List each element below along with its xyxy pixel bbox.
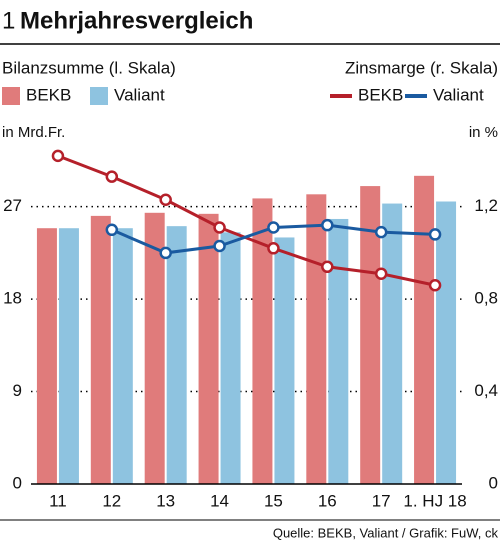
legend-title: Zinsmarge (r. Skala)	[345, 58, 498, 77]
bar	[360, 186, 381, 484]
y-tick-label: 27	[3, 196, 22, 215]
y-tick-label: 18	[3, 289, 22, 308]
line-point	[105, 223, 119, 237]
line-point	[374, 225, 388, 239]
bar	[90, 215, 111, 484]
x-tick-label: 15	[264, 491, 283, 510]
x-tick-label: 1. HJ 18	[403, 491, 466, 510]
x-tick-label: 12	[102, 491, 121, 510]
line-point	[321, 218, 334, 232]
bar	[36, 228, 57, 484]
bar	[144, 212, 165, 485]
bar	[112, 228, 133, 484]
legend-label: Valiant	[114, 85, 165, 104]
line-point	[213, 221, 226, 234]
line-point	[105, 170, 119, 183]
y2-tick-label: 0	[489, 473, 498, 492]
line-point	[321, 260, 334, 274]
bar	[306, 194, 327, 485]
line-point	[428, 279, 442, 292]
line-point	[51, 149, 65, 163]
legend-swatch	[2, 87, 20, 105]
y-tick-label: 0	[13, 473, 22, 492]
legend-label: BEKB	[358, 85, 403, 104]
source: Quelle: BEKB, Valiant / Grafik: FuW, ck	[273, 525, 499, 540]
x-tick-label: 11	[49, 491, 67, 510]
y-tick-label: 9	[13, 381, 22, 400]
x-tick-label: 16	[318, 491, 337, 510]
bar	[198, 213, 219, 484]
y2-tick-label: 0,4	[474, 381, 498, 400]
legend-swatch	[90, 87, 108, 105]
bar	[220, 232, 241, 484]
x-tick-label: 14	[210, 491, 229, 510]
y2-unit: in %	[469, 124, 498, 141]
x-tick-label: 17	[372, 491, 391, 510]
bar	[436, 201, 457, 484]
line-point	[159, 193, 172, 207]
chart-number: 1	[2, 7, 15, 34]
bar	[166, 226, 187, 484]
line-point	[267, 242, 280, 255]
bar	[58, 228, 79, 484]
bar	[328, 218, 349, 485]
bar	[252, 198, 273, 484]
legend-title: Bilanzsumme (l. Skala)	[2, 58, 176, 77]
line-point	[267, 221, 280, 234]
legend-label: BEKB	[26, 85, 71, 104]
chart-title: Mehrjahresvergleich	[20, 7, 253, 34]
y-unit: in Mrd.Fr.	[2, 124, 65, 141]
legend-label: Valiant	[433, 85, 484, 104]
line-point	[213, 239, 226, 253]
bar	[414, 175, 435, 484]
line-point	[428, 228, 442, 241]
x-tick-label: 13	[156, 491, 175, 510]
bar	[274, 237, 295, 484]
bar	[382, 203, 403, 484]
y2-tick-label: 1,2	[474, 196, 498, 215]
line-point	[159, 246, 172, 260]
line-point	[374, 267, 388, 280]
y2-tick-label: 0,8	[474, 289, 498, 308]
